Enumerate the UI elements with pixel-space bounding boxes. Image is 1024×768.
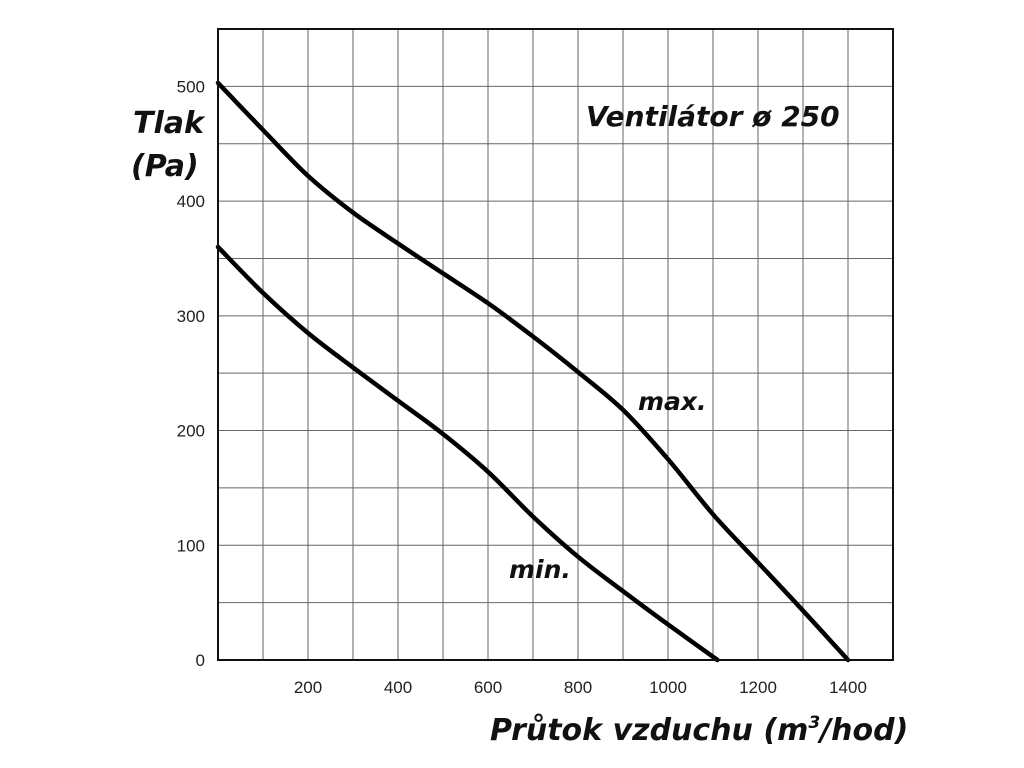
x-tick-label: 200 (294, 678, 322, 697)
series-lines (215, 80, 851, 663)
x-axis-label-superscript: 3 (808, 713, 820, 733)
x-tick-label: 1000 (649, 678, 687, 697)
x-tick-labels: 200 400 600 800 1000 1200 1400 (294, 678, 867, 697)
x-tick-label: 600 (474, 678, 502, 697)
chart-title: Ventilátor ø 250 (586, 100, 840, 133)
y-tick-label: 100 (177, 536, 205, 555)
y-tick-label: 200 (177, 422, 205, 441)
series-line-max (215, 80, 851, 663)
x-tick-label: 1400 (829, 678, 867, 697)
x-axis-label-end: /hod) (817, 713, 908, 748)
grid (218, 29, 893, 660)
x-axis-label-main: Průtok vzduchu (m (490, 713, 808, 748)
y-axis-label-line2: (Pa) (131, 149, 199, 184)
plot-frame (217, 28, 894, 661)
y-tick-labels: 0 100 200 300 400 500 (177, 77, 205, 670)
y-tick-label: 300 (177, 307, 205, 326)
y-tick-label: 0 (196, 651, 205, 670)
x-axis-label: Průtok vzduchu (m3/hod) (490, 713, 908, 748)
x-tick-label: 1200 (739, 678, 777, 697)
series-line-min (215, 244, 720, 663)
y-tick-label: 500 (177, 77, 205, 96)
y-tick-label: 400 (177, 192, 205, 211)
y-axis-label-line1: Tlak (133, 106, 206, 141)
series-label-max: max. (638, 387, 707, 416)
x-tick-label: 400 (384, 678, 412, 697)
series-label-min: min. (509, 555, 571, 584)
x-tick-label: 800 (564, 678, 592, 697)
